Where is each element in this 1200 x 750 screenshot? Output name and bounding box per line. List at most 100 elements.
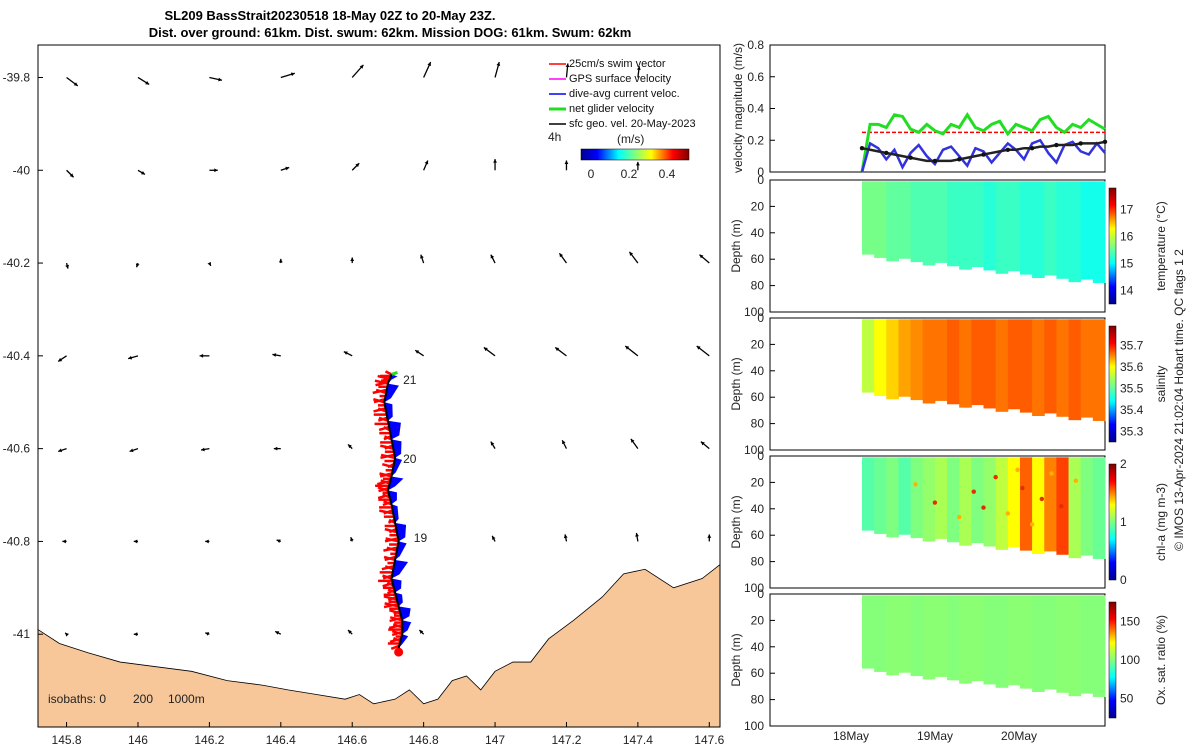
section-3-cell-7 [947, 595, 960, 681]
section-0: 0 20 40 60 80 100 Depth (m) 14 15 16 17 temperature… [729, 173, 1168, 319]
section-1-cell-18 [1080, 319, 1094, 418]
section-3-cell-4 [910, 595, 924, 677]
map-xtick-5: 146.8 [409, 733, 439, 747]
section-2-cell-19 [1092, 457, 1106, 559]
vel-ytick-2: 0.4 [747, 102, 764, 116]
current-vector-15 [402, 620, 412, 635]
sfc-vector-head-30 [199, 353, 204, 358]
geo-point-15 [981, 152, 986, 157]
map-xtick-1: 146 [128, 733, 148, 747]
sfc-vector-head-7 [565, 63, 570, 68]
surface-velocity-vectors [57, 61, 712, 637]
chl-dot-10 [1059, 503, 1064, 509]
geo-point-24 [1054, 142, 1059, 148]
swim-vector-14-0 [384, 602, 399, 608]
sfc-vector-head-40 [200, 447, 205, 452]
section-1-cell-1 [874, 319, 887, 396]
map-xtick-0: 145.8 [52, 733, 82, 747]
cbar-tick-04: 0.4 [659, 167, 676, 181]
section-0-cbar-tick-2: 16 [1120, 230, 1134, 244]
section-3-ytick-1: 20 [751, 613, 765, 627]
sfc-vector-head-54 [635, 533, 639, 537]
section-0-cell-13 [1019, 181, 1033, 275]
current-vector-6 [387, 476, 404, 491]
swim-vector-14-3 [389, 609, 401, 615]
glider-track [383, 374, 404, 649]
section-2-cell-10 [983, 457, 997, 547]
sfc-vector-head-56 [65, 632, 70, 637]
section-2-ytick-1: 20 [751, 475, 765, 489]
chl-dot-6 [971, 489, 976, 494]
section-0-cell-16 [1056, 181, 1070, 279]
swim-vector-13-3 [383, 595, 398, 601]
swim-vector-5-3 [381, 462, 394, 469]
section-2-cell-12 [1007, 457, 1021, 548]
swim-vector-16-3 [392, 637, 401, 643]
swim-vector-10-0 [385, 537, 399, 543]
section-1: 0 20 40 60 80 100 Depth (m) 35.3 35.4 35.5 35.6 35.… [729, 311, 1168, 457]
section-3-cell-6 [934, 595, 948, 677]
chart-title-line2: Dist. over ground: 61km. Dist. swum: 62k… [148, 25, 632, 40]
swim-vector-6-3 [380, 479, 391, 485]
sfc-vector-head-45 [630, 438, 635, 443]
section-0-ytick-4: 80 [751, 279, 765, 293]
swim-vector-16-0 [391, 630, 403, 636]
swim-vector-2-0 [373, 398, 385, 404]
swim-vector-7-3 [382, 493, 391, 499]
section-3-cell-0 [862, 595, 875, 669]
sfc-vector-head-28 [58, 357, 63, 362]
section-1-cell-11 [995, 319, 1009, 412]
time-axis: 18May 19May 20May [833, 729, 1037, 743]
vel-ytick-4: 0.8 [747, 38, 764, 52]
current-vector-5 [391, 457, 403, 477]
section-1-cell-15 [1044, 319, 1057, 414]
section-2-cbar-tick-0: 0 [1120, 573, 1127, 587]
section-3-ytick-0: 0 [757, 587, 764, 601]
geo-point-6 [908, 155, 913, 160]
section-2-cell-3 [898, 457, 912, 535]
section-1-cbar-tick-3: 35.6 [1120, 360, 1144, 374]
section-2-cell-4 [910, 457, 924, 539]
sfc-vector-head-27 [699, 254, 704, 259]
legend-current: dive-avg current veloc. [569, 88, 680, 100]
section-3-cell-9 [971, 595, 984, 682]
sfc-vector-head-61 [419, 630, 424, 634]
section-3-cell-2 [886, 595, 899, 676]
section-0-cell-19 [1092, 181, 1106, 283]
section-2: 0 20 40 60 80 100 Depth (m) 0 1 2 chl-a (mg m-3) [729, 449, 1168, 595]
sfc-vector-head-20 [207, 261, 211, 266]
velocity-ylabel: velocity magnitude (m/s) [731, 43, 745, 173]
geo-point-12 [957, 157, 962, 162]
section-3-cell-8 [959, 595, 972, 684]
swim-vector-3-0 [378, 416, 389, 422]
section-0-cell-17 [1068, 181, 1082, 283]
legend-geo: sfc geo. vel. 20-May-2023 [569, 118, 696, 130]
legend-swim: 25cm/s swim vector [569, 58, 666, 70]
section-1-cell-4 [910, 319, 924, 401]
velocity-frame [769, 44, 1106, 173]
section-0-cell-10 [983, 181, 997, 271]
section-3-ylabel: Depth (m) [729, 633, 743, 686]
velocity-series-1 [860, 112, 1106, 173]
section-0-ytick-1: 20 [751, 199, 765, 213]
section-2-cell-15 [1044, 457, 1057, 552]
sfc-vector-head-34 [483, 347, 488, 352]
map-xtick-8: 147.4 [623, 733, 653, 747]
section-2-ytick-2: 40 [751, 502, 765, 516]
section-3-cell-18 [1080, 595, 1094, 694]
velocity-lines [859, 112, 1108, 173]
section-1-cbar-tick-0: 35.3 [1120, 424, 1144, 438]
section-2-colorbar [1108, 463, 1117, 581]
section-2-cbar-tick-2: 2 [1120, 457, 1127, 471]
map-ytick-3: -40.4 [3, 349, 31, 363]
map-legend: 25cm/s swim vector GPS surface velocity … [548, 58, 696, 181]
current-vector-16 [398, 634, 409, 649]
map-ytick-4: -40.6 [3, 442, 31, 456]
current-vector-0 [387, 374, 398, 384]
legend-interval: 4h [548, 130, 561, 144]
sfc-vector-head-50 [276, 539, 281, 543]
vel-ytick-3: 0.6 [747, 70, 764, 84]
day-labels: 21 20 19 [403, 373, 427, 545]
geo-point-27 [1078, 141, 1083, 146]
